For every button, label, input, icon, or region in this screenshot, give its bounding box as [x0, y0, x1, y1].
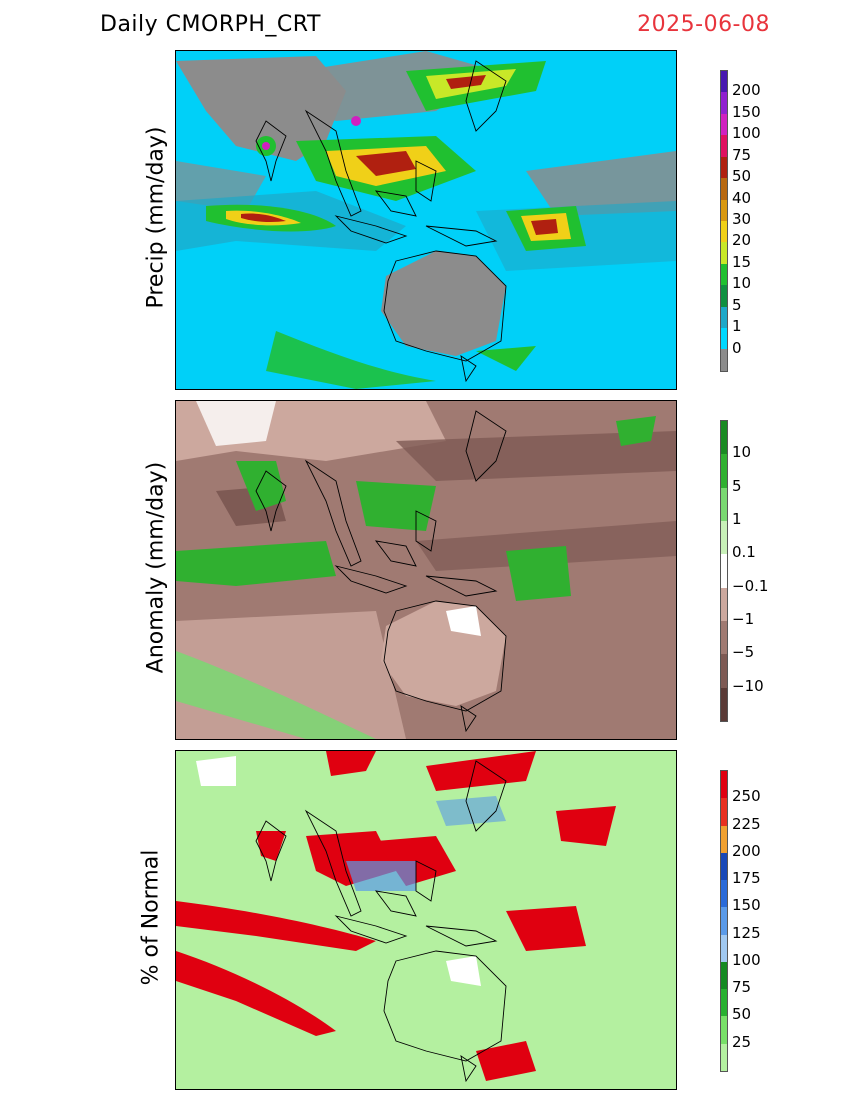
colorbar-tick-label: 225 — [732, 814, 761, 833]
colorbar-tick-label: 75 — [732, 145, 752, 164]
colorbar-tick-label: 200 — [732, 841, 761, 860]
colorbar-segment — [721, 852, 727, 881]
colorbar-tick-label: 1 — [732, 510, 742, 528]
colorbar-segment — [721, 620, 727, 655]
colorbar-tick-label: 20 — [732, 231, 752, 250]
colorbar-2 — [720, 770, 728, 1072]
colorbar-tick-label: 175 — [732, 869, 761, 888]
colorbar-tick-label: 1 — [732, 317, 742, 336]
colorbar-segment — [721, 825, 727, 853]
date-label: 2025-06-08 — [637, 12, 770, 37]
colorbar-segment — [721, 1016, 727, 1044]
colorbar-segment — [721, 349, 727, 371]
colorbar-segment — [721, 454, 727, 488]
colorbar-segment — [721, 199, 727, 221]
colorbar-segment — [721, 989, 727, 1017]
colorbar-tick-label: 5 — [732, 295, 742, 314]
precip-ylabel: Precip (mm/day) — [143, 126, 169, 309]
chart-title: Daily CMORPH_CRT — [100, 12, 321, 37]
colorbar-segment — [721, 220, 727, 243]
colorbar-segment — [721, 92, 727, 114]
colorbar-tick-label: 125 — [732, 923, 761, 942]
colorbar-tick-label: 10 — [732, 274, 752, 293]
percent-normal-ylabel: % of Normal — [138, 849, 164, 986]
colorbar-segment — [721, 71, 727, 93]
colorbar-tick-label: 200 — [732, 81, 761, 100]
colorbar-segment — [721, 421, 727, 455]
anomaly-map-panel — [175, 400, 677, 740]
colorbar-segment — [721, 587, 727, 621]
colorbar-tick-label: 50 — [732, 167, 752, 186]
anomaly-ylabel: Anomaly (mm/day) — [143, 461, 169, 674]
colorbar-tick-label: 25 — [732, 1032, 752, 1051]
colorbar-tick-label: 10 — [732, 443, 752, 462]
colorbar-segment — [721, 654, 727, 688]
colorbar-segment — [721, 771, 727, 799]
colorbar-tick-label: 30 — [732, 210, 752, 228]
colorbar-segment — [721, 1043, 727, 1071]
colorbar-tick-label: −1 — [732, 610, 755, 628]
colorbar-segment — [721, 487, 727, 521]
colorbar-segment — [721, 880, 727, 908]
colorbar-segment — [721, 306, 727, 329]
colorbar-0 — [720, 70, 728, 372]
colorbar-tick-label: 75 — [732, 978, 752, 997]
colorbar-tick-label: −0.1 — [732, 576, 769, 595]
colorbar-tick-label: 100 — [732, 950, 761, 969]
colorbar-segment — [721, 263, 727, 286]
precip-map-panel — [175, 50, 677, 390]
colorbar-segment — [721, 687, 727, 721]
colorbar-tick-label: 15 — [732, 252, 752, 271]
colorbar-segment — [721, 328, 727, 350]
colorbar-tick-label: 150 — [732, 896, 761, 915]
colorbar-tick-label: −10 — [732, 676, 764, 695]
colorbar-tick-label: 0 — [732, 338, 742, 357]
colorbar-segment — [721, 554, 727, 588]
colorbar-segment — [721, 961, 727, 990]
colorbar-segment — [721, 178, 727, 200]
colorbar-segment — [721, 907, 727, 935]
colorbar-1 — [720, 420, 728, 722]
colorbar-tick-label: 150 — [732, 102, 761, 121]
colorbar-tick-label: 250 — [732, 787, 761, 806]
colorbar-segment — [721, 798, 727, 826]
colorbar-segment — [721, 135, 727, 157]
colorbar-segment — [721, 156, 727, 179]
colorbar-tick-label: 0.1 — [732, 543, 756, 562]
colorbar-segment — [721, 285, 727, 307]
colorbar-segment — [721, 242, 727, 264]
colorbar-tick-label: 5 — [732, 476, 742, 495]
colorbar-segment — [721, 934, 727, 962]
colorbar-tick-label: 100 — [732, 124, 761, 143]
colorbar-tick-label: 40 — [732, 188, 752, 207]
colorbar-segment — [721, 520, 727, 555]
colorbar-tick-label: −5 — [732, 643, 755, 662]
colorbar-tick-label: 50 — [732, 1005, 752, 1024]
percent-normal-map-panel — [175, 750, 677, 1090]
colorbar-segment — [721, 113, 727, 136]
